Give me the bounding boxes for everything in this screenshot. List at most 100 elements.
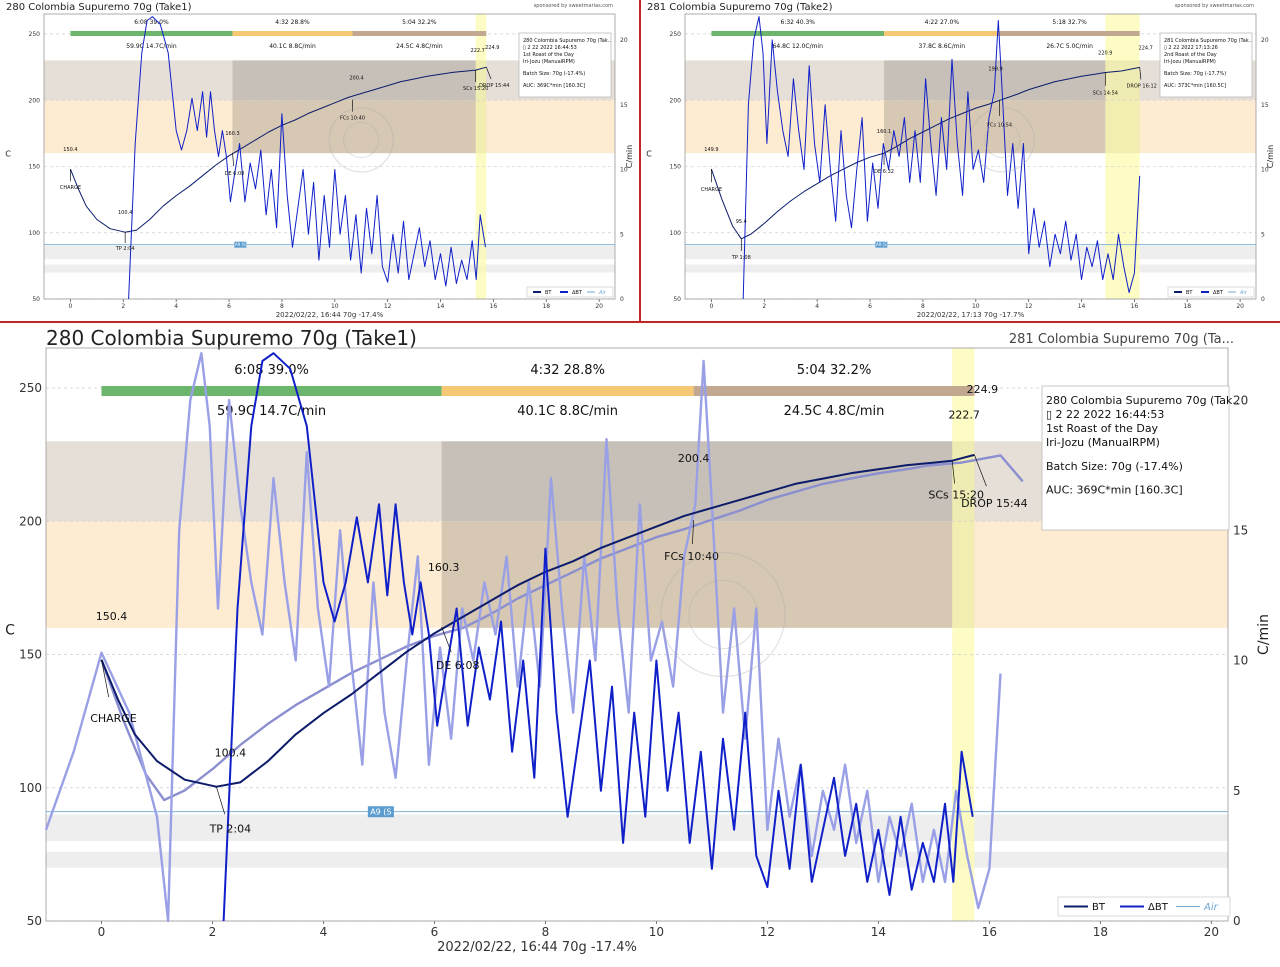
phase-rise-label: 64.8C 12.0C/min [773,43,824,50]
roast-chart-take1-main-svg: 280 Colombia Supuremo 70g (Take1) 281 Col… [5,326,1272,955]
event-label: SCs 15:20 [928,489,984,502]
event-leader-line [216,786,226,815]
air-label-text: A9 (S [235,242,246,247]
legend-label: BT [545,290,552,296]
event-leader-line [232,152,235,167]
phase-bar [352,31,487,36]
roast-info-line: Iri-Jozu (ManualRPM) [523,59,575,65]
roast-info-box [1159,32,1253,98]
y2-tick-label: 0 [1261,296,1265,303]
reference-band-gray [46,814,1228,842]
roast-chart-take2-thumbnail[interactable]: 281 Colombia Supuremo 70g (Take2) sponsor… [641,0,1280,321]
y-tick-label: 50 [27,914,42,928]
y2-tick-label: 5 [1261,231,1265,238]
x-tick-label: 4 [320,925,328,939]
air-label-badge [234,241,247,248]
y-tick-label: 250 [19,381,42,395]
roast-info-line: Iri-Jozu (ManualRPM) [1164,59,1216,65]
event-value: 149.9 [704,147,718,153]
roast-info-line: Batch Size: 70g (-17.4%) [1046,460,1183,473]
event-leader-line [1139,67,1142,80]
x-tick-label: 6 [227,303,231,310]
event-value: 150.4 [63,147,77,153]
event-label: CHARGE [701,187,722,193]
legend-label: BT [1186,290,1193,296]
event-label: DE 6:08 [225,171,245,177]
phase-rise-label: 24.5C 4.8C/min [784,404,885,419]
y-tick-label: 250 [29,31,41,38]
roast-chart-take1-thumbnail[interactable]: 280 Colombia Supuremo 70g (Take1) sponsor… [0,0,639,321]
phase-rise-label: 37.8C 8.6C/min [919,43,966,50]
event-value: 160.1 [877,129,891,135]
phase-rise-label: 40.1C 8.8C/min [517,404,618,419]
y2-tick-label: 20 [1233,393,1248,407]
x-tick-label: 14 [1078,303,1086,310]
event-label: DROP 16:12 [1127,83,1157,89]
event-label: DROP 15:44 [961,497,1028,510]
phase-bar [441,386,694,396]
x-tick-label: 12 [760,925,775,939]
watermark-logo [688,579,758,650]
legend-label: BT [1092,902,1106,913]
bt-line [100,453,975,788]
temperature-band-lower [44,100,615,154]
roast-chart-take1-main[interactable]: 280 Colombia Supuremo 70g (Take1) 281 Col… [0,323,1280,963]
phase-rise-label: 40.1C 8.8C/min [269,43,316,50]
event-value: 199.9 [988,66,1002,72]
roast-info-box [1041,385,1230,531]
drop-highlight-band [475,14,487,299]
reference-band-gray [685,264,1256,273]
chart-title: 280 Colombia Supuremo 70g (Take1) [6,2,192,13]
roast-info-line: 280 Colombia Supuremo 70g (Tak.. [1046,394,1239,407]
chart-title: 280 Colombia Supuremo 70g (Take1) [46,326,417,350]
x-tick-label: 4 [174,303,178,310]
phase-duration-label: 5:18 32.7% [1052,19,1087,26]
x-tick-label: 2 [209,925,217,939]
reference-band-gray [46,851,1228,868]
x-tick-label: 4 [815,303,819,310]
delta-bt-line [222,352,974,922]
development-area-shading [232,60,487,154]
event-label: CHARGE [60,185,81,191]
event-value: 224.9 [485,45,499,51]
x-tick-label: 20 [595,303,603,310]
legend-label: Air [598,290,607,296]
phase-bar [232,31,353,36]
reference-band-gray [685,245,1256,260]
phase-duration-label: 6:32 40.3% [781,19,816,26]
y2-axis-label: C/min [1256,614,1272,655]
y2-tick-label: 5 [1233,784,1241,798]
event-label: DE 6:08 [436,659,480,672]
phase-rise-label: 59.9C 14.7C/min [126,43,177,50]
x-tick-label: 10 [972,303,980,310]
sponsor-text: sponsored by sweetmarias.com [1175,3,1254,9]
event-leader-line [441,626,452,653]
x-tick-label: 18 [1093,925,1108,939]
x-axis-label: 2022/02/22, 17:13 70g -17.7% [917,311,1025,319]
legend-box [526,286,614,298]
event-value: 222.7 [471,48,485,54]
event-leader-line [692,520,694,545]
y-axis-label: C [5,150,11,159]
roast-info-line: AUC: 373C*min [160.5C] [1164,83,1226,89]
event-value: 150.4 [96,610,128,623]
roast-info-line: Batch Size: 70g (-17.7%) [1164,71,1226,77]
phase-bar [101,386,442,396]
event-label: TP 2:04 [115,246,135,252]
y-axis-label: C [646,150,652,159]
watermark-logo [660,551,786,678]
x-tick-label: 12 [384,303,392,310]
y2-tick-label: 15 [1261,102,1269,109]
event-value: 160.3 [428,561,460,574]
event-leader-line [951,460,955,484]
x-tick-label: 0 [98,925,106,939]
y2-tick-label: 15 [1233,524,1248,538]
drop-highlight-band [952,348,975,921]
phase-duration-label: 5:04 32.2% [797,363,872,378]
y-tick-label: 150 [29,164,41,171]
event-label: CHARGE [90,712,137,725]
event-label: SCs 15:20 [463,86,488,92]
x-tick-label: 16 [982,925,997,939]
y-tick-label: 100 [670,230,682,237]
x-axis-label: 2022/02/22, 16:44 70g -17.4% [437,940,637,955]
